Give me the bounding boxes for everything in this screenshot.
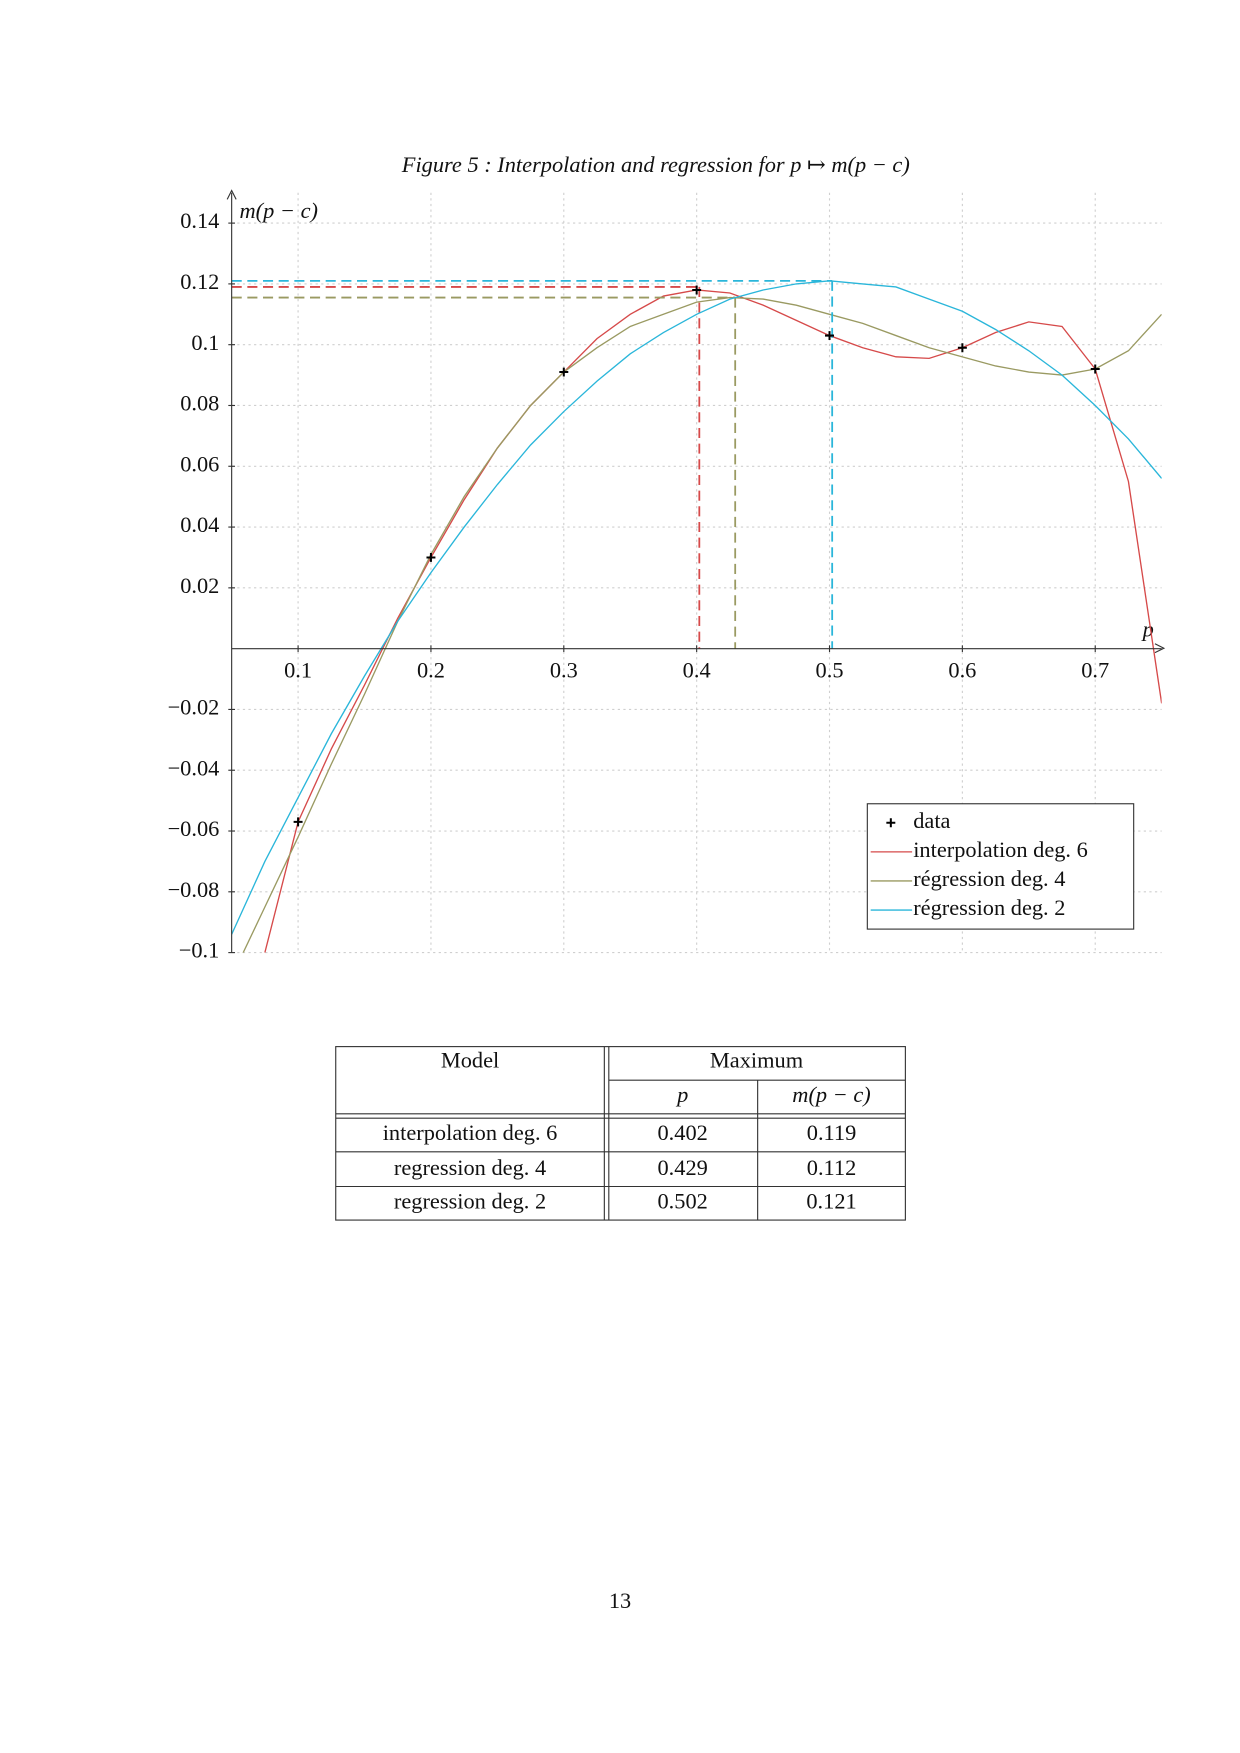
table-cell: 0.119: [807, 1120, 857, 1145]
y-tick-label: 0.02: [180, 573, 219, 598]
table-cell: regression deg. 4: [394, 1155, 546, 1180]
y-tick-label: −0.1: [179, 938, 220, 963]
y-tick-label: −0.04: [168, 755, 220, 780]
y-tick-label: 0.12: [180, 269, 219, 294]
y-tick-label: −0.06: [168, 816, 220, 841]
grid: [231, 192, 1162, 954]
data-point: [825, 331, 834, 341]
legend: data interpolation deg. 6 régression deg. …: [866, 803, 1135, 930]
legend-label: data: [913, 808, 950, 833]
y-tick-label: 0.06: [180, 451, 219, 476]
data-point: [293, 817, 303, 827]
x-tick-label: 0.3: [550, 657, 578, 682]
x-axis-arrow: [1154, 643, 1166, 654]
curve: [242, 296, 1162, 953]
data-point: [692, 285, 702, 295]
table-header: Model: [441, 1047, 499, 1072]
legend-label: régression deg. 4: [913, 866, 1065, 891]
figure-title: Figure 5 : Interpolation and regression …: [401, 152, 910, 177]
table-header: m(p − c): [792, 1082, 870, 1107]
x-tick-label: 0.7: [1081, 657, 1109, 682]
y-tick-label: −0.02: [168, 695, 220, 720]
x-axis-label: p: [1141, 617, 1154, 642]
y-axis-arrow: [226, 189, 237, 200]
data-point: [957, 343, 967, 353]
table-cell: 0.402: [657, 1120, 707, 1145]
y-tick-label: 0.1: [191, 330, 219, 355]
table-cell: 0.429: [657, 1155, 707, 1180]
axes: 0.1 0.2 0.3 0.4 0.5 0.6 0.7 −0.1 −0.08 −0.06 −0.04…: [168, 189, 1166, 963]
page-number: 13: [609, 1588, 631, 1613]
legend-box: [866, 803, 1135, 930]
x-tick-label: 0.1: [284, 657, 312, 682]
y-tick-label: 0.04: [180, 512, 219, 537]
x-tick-label: 0.6: [948, 657, 976, 682]
x-tick-label: 0.2: [417, 657, 445, 682]
y-tick-label: −0.08: [168, 877, 220, 902]
legend-label: interpolation deg. 6: [913, 837, 1088, 862]
table-header: Maximum: [710, 1047, 804, 1072]
table-cell: 0.112: [807, 1155, 857, 1180]
table-cell: regression deg. 2: [394, 1188, 546, 1213]
y-tick-label: 0.08: [180, 391, 219, 416]
legend-marker: [886, 818, 896, 828]
table-cell: interpolation deg. 6: [383, 1120, 558, 1145]
table-border: [335, 1046, 906, 1221]
legend-label: régression deg. 2: [913, 895, 1065, 920]
table-cell: 0.502: [657, 1188, 707, 1213]
x-tick-label: 0.5: [816, 657, 844, 682]
data-point: [559, 367, 569, 377]
data-point: [426, 552, 436, 562]
x-tick-label: 0.4: [683, 657, 711, 682]
curve: [231, 280, 1162, 935]
y-axis-label: m(p − c): [239, 198, 317, 223]
table: Model Maximum p m(p − c) interpolation d…: [335, 1046, 906, 1221]
plot-area: [231, 279, 1162, 953]
data-point: [1090, 364, 1100, 374]
table-header: p: [675, 1082, 688, 1107]
y-tick-label: 0.14: [180, 208, 219, 233]
table-cell: 0.121: [806, 1188, 856, 1213]
